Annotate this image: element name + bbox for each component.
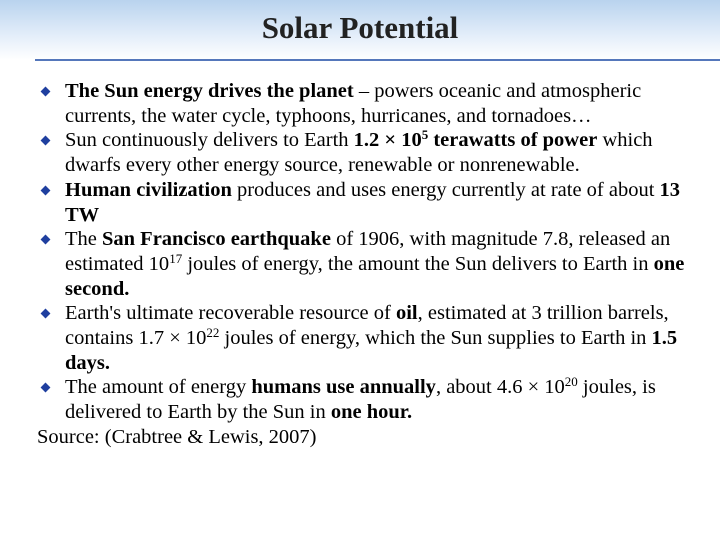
text-run: produces and uses energy currently at ra… [231, 178, 660, 201]
text-run: – powers oceanic and atmospheric current… [65, 80, 642, 127]
text-run: The Sun energy drives the planet [65, 80, 354, 102]
text-run: Human civilization [65, 178, 232, 201]
text-run: 1.5 days. [65, 327, 678, 374]
text-run: Earth's ultimate recoverable resource of [65, 302, 396, 325]
bullet-list: The Sun energy drives the planet – power… [37, 79, 687, 450]
text-run: 22 [206, 325, 220, 341]
text-run: , estimated at 3 trillion barrels, conta… [65, 302, 669, 350]
bullet-item: Human civilization produces and uses ene… [37, 178, 687, 227]
title-banner [0, 0, 720, 60]
slide-title: Solar Potential [261, 10, 459, 45]
text-run: 5 [421, 127, 429, 143]
title-rule [35, 59, 720, 61]
bullet-marker [40, 86, 51, 97]
text-run: humans use annually [251, 376, 436, 399]
text-run: oil [395, 302, 418, 325]
text-run: 17 [169, 250, 183, 266]
source-note: Source: (Crabtree & Lewis, 2007) [37, 425, 317, 448]
text-run: one second. [65, 252, 685, 300]
bullet-marker [40, 308, 51, 319]
bullet-item: The San Francisco earthquake of 1906, wi… [37, 227, 687, 301]
bullet-item: The amount of energy humans use annually… [37, 375, 687, 424]
bullet-marker [40, 185, 51, 196]
text-run: , about 4.6 × 10 [435, 376, 565, 399]
text-run: 13 TW [65, 178, 681, 226]
bullet-item: Sun continuously delivers to Earth 1.2 ×… [37, 128, 687, 177]
bullet-marker [40, 234, 51, 245]
bullet-marker [40, 135, 51, 146]
text-run: 20 [564, 374, 578, 390]
text-run: of 1906, with magnitude 7.8, released an… [65, 228, 671, 275]
text-run: 1.2 × 10 [353, 129, 422, 152]
text-run: Sun continuously delivers to Earth [65, 129, 354, 152]
text-run: one hour. [330, 401, 413, 424]
bullet-item: The Sun energy drives the planet – power… [37, 79, 687, 128]
text-run: joules of energy, which the Sun supplies… [219, 327, 652, 350]
text-run: joules of energy, the amount the Sun del… [182, 252, 654, 275]
text-run: which dwarfs every other energy source, … [65, 129, 653, 177]
text-run: The amount of energy [65, 376, 252, 399]
bullet-item: Earth's ultimate recoverable resource of… [37, 301, 687, 375]
text-run: joules, is delivered to Earth by the Sun… [65, 376, 656, 424]
bullet-marker [40, 382, 51, 393]
text-run: San Francisco earthquake [102, 228, 331, 251]
text-run: terawatts of power [428, 129, 598, 152]
text-run: The [65, 228, 102, 251]
